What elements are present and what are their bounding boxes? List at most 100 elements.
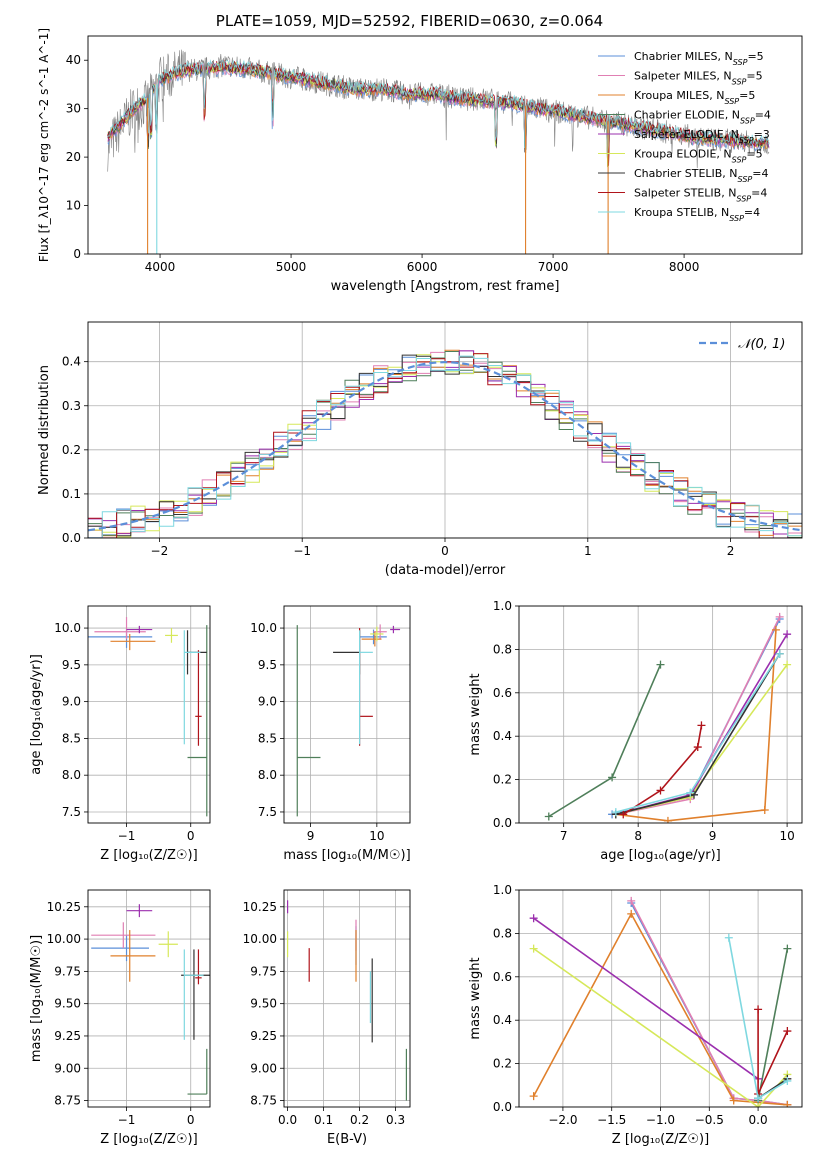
histogram-series	[88, 355, 802, 538]
axes-frame	[87, 321, 803, 539]
weight-line	[615, 616, 781, 816]
spectrum-plot-area	[107, 49, 770, 254]
y-tick-label: 0.0	[62, 531, 81, 545]
y-tick-label: 0.6	[493, 970, 512, 984]
y-tick-label: 10.25	[47, 900, 81, 914]
y-axis-label: Flux [f_λ10^-17 erg cm^-2 s^-1 A^-1]	[37, 28, 51, 262]
y-tick-label: 10.00	[47, 932, 81, 946]
weight-marker	[656, 786, 665, 795]
y-tick-label: 9.5	[62, 658, 81, 672]
x-tick-label: 0	[187, 1113, 195, 1127]
legend-entry: 𝒩(0, 1)	[738, 337, 785, 352]
legend-entry: Salpeter MILES, NSSP=5	[634, 70, 763, 87]
x-tick-label: 0.1	[314, 1113, 333, 1127]
x-axis-label: mass [log₁₀(M/M☉)]	[283, 848, 410, 863]
weight-marker	[771, 625, 780, 634]
x-tick-label: 10	[779, 829, 794, 843]
weight-marker	[775, 649, 784, 658]
mass-vs-Z-panel: −1 0 8.75 9.00 9.25 9.50 9.75 10.00 10.25 Z [log₁…	[29, 889, 211, 1147]
axes-frame	[87, 889, 211, 1108]
y-tick-label: 10.0	[54, 621, 81, 635]
weight-marker	[760, 805, 769, 814]
axes-frame	[283, 605, 411, 824]
weight-marker	[729, 1096, 738, 1105]
age-vs-Z-plot-area	[88, 606, 210, 823]
y-tick-label: 0.4	[493, 1013, 512, 1027]
weight-marker	[783, 660, 792, 669]
weight-marker	[619, 810, 628, 819]
y-tick-label: 0.0	[493, 816, 512, 830]
weight-marker	[529, 944, 538, 953]
axes-frame	[518, 605, 803, 824]
y-tick-label: 9.0	[258, 695, 277, 709]
y-tick-label: 0.2	[493, 1057, 512, 1071]
y-tick-label: 8.5	[258, 731, 277, 745]
weight-marker	[544, 812, 553, 821]
mass-vs-EBV-plot-area	[284, 890, 410, 1107]
y-tick-label: 0.2	[62, 443, 81, 457]
weight-marker	[724, 933, 733, 942]
y-tick-label: 9.75	[250, 964, 277, 978]
y-tick-label: 30	[66, 102, 81, 116]
x-tick-label: −0.5	[695, 1113, 724, 1127]
y-tick-label: 7.5	[62, 805, 81, 819]
x-tick-label: 10	[369, 829, 384, 843]
x-tick-label: −1	[118, 829, 136, 843]
x-axis-label: Z [log₁₀(Z/Z☉)]	[100, 1132, 197, 1147]
axes-frame	[87, 605, 211, 824]
weight-vs-Z-plot-area	[519, 890, 802, 1107]
weight-marker	[529, 1092, 538, 1101]
y-tick-label: 8.75	[54, 1094, 81, 1108]
y-tick-label: 0	[73, 247, 81, 261]
x-tick-label: 0.3	[386, 1113, 405, 1127]
x-tick-label: −1	[293, 544, 311, 558]
x-tick-label: 9	[307, 829, 315, 843]
x-axis-label: age [log₁₀(age/yr)]	[600, 848, 721, 863]
x-tick-label: 0	[187, 829, 195, 843]
weight-line	[533, 917, 759, 1080]
residuals-plot-area	[88, 322, 802, 538]
weight-line	[630, 900, 788, 1106]
x-axis-label: Z [log₁₀(Z/Z☉)]	[100, 848, 197, 863]
spectrum-panel: 4000 5000 6000 7000 8000 0 10 20 30 40 wavelength …	[37, 28, 803, 294]
weight-vs-age-plot-area	[519, 606, 802, 823]
y-axis-label: age [log₁₀(age/yr)]	[29, 654, 44, 775]
axes-frame	[87, 35, 803, 255]
y-tick-label: 7.5	[258, 805, 277, 819]
weight-marker	[754, 1103, 763, 1107]
y-tick-label: 20	[66, 150, 81, 164]
y-tick-label: 0.2	[493, 773, 512, 787]
y-tick-label: 9.50	[250, 997, 277, 1011]
histogram-series	[88, 353, 802, 538]
weight-marker	[783, 944, 792, 953]
weight-line	[622, 725, 703, 815]
y-tick-label: 0.8	[493, 642, 512, 656]
weight-line	[615, 664, 788, 816]
axes-frame	[283, 889, 411, 1108]
y-tick-label: 9.50	[54, 997, 81, 1011]
x-tick-label: 8	[634, 829, 642, 843]
weight-marker	[783, 1076, 792, 1085]
y-tick-label: 10.0	[250, 621, 277, 635]
x-axis-label: wavelength [Angstrom, rest frame]	[331, 279, 560, 294]
y-tick-label: 8.0	[62, 768, 81, 782]
x-axis-label: Z [log₁₀(Z/Z☉)]	[612, 1132, 709, 1147]
axes-frame	[518, 889, 803, 1108]
y-tick-label: 8.0	[258, 768, 277, 782]
age-vs-Z-panel: −1 0 7.5 8.0 8.5 9.0 9.5 10.0 Z [log₁₀(Z/Z☉)] age…	[29, 605, 211, 863]
residuals-panel: −2 −1 0 1 2 0.0 0.1 0.2 0.3 0.4 (data-model)/error…	[37, 321, 803, 578]
x-tick-label: −1.5	[597, 1113, 626, 1127]
y-tick-label: 9.5	[258, 658, 277, 672]
weight-line	[548, 664, 662, 818]
legend-entry: Kroupa MILES, NSSP=5	[634, 89, 755, 106]
y-tick-label: 0.0	[493, 1100, 512, 1114]
x-tick-label: 6000	[407, 260, 438, 274]
weight-marker	[783, 630, 792, 639]
x-tick-label: 4000	[145, 260, 176, 274]
weight-marker	[693, 743, 702, 752]
x-tick-label: 0.0	[749, 1113, 768, 1127]
histogram-series	[88, 353, 802, 538]
x-tick-label: 7	[560, 829, 568, 843]
legend-entry: Chabrier MILES, NSSP=5	[634, 50, 764, 67]
